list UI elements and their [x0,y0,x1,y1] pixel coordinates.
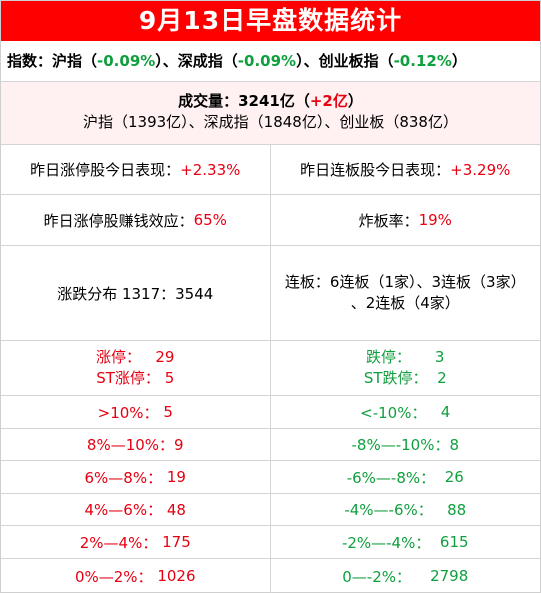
range-up: 4%—6%： 48 [1,494,271,525]
range-up-label: 4%—6%： [84,501,163,519]
limit-down-cell: 跌停： 3 ST跌停： 2 [271,341,541,395]
range-up: 2%—4%： 175 [1,526,271,558]
range-down: -2%—-4%： 615 [271,526,541,558]
st-limit-down: ST跌停： 2 [364,368,447,389]
range-up: 8%—10%： 9 [1,429,271,460]
range-down: <-10%： 4 [271,396,541,428]
range-down-value: 88 [447,500,467,519]
range-down: -8%—-10%： 8 [271,429,541,460]
range-up-label: 6%—8%： [84,468,163,487]
range-down-value: 2798 [430,567,469,585]
limit-up: 涨停： 29 [96,347,174,368]
range-row: 4%—6%： 48 -4%—-6%： 88 [1,494,540,526]
limit-up-label: 涨停： [96,348,142,366]
limit-down-value: 3 [434,348,445,366]
range-up-label: >10%： [97,403,159,422]
zt-performance-value: +2.33% [180,160,241,179]
lianban: 连板：6连板（1家）、3连板（3家） 、2连板（4家） [271,246,541,340]
limit-down-label: 跌停： [366,348,412,366]
range-up-value: 48 [166,500,186,519]
st-limit-up-label: ST涨停： [96,369,160,387]
range-up-value: 9 [174,435,184,454]
st-limit-down-label: ST跌停： [363,369,428,387]
performance-row: 昨日涨停股今日表现： +2.33% 昨日连板股今日表现： +3.29% [1,145,540,195]
zb-rate: 炸板率： 19% [271,195,541,245]
volume-total: 成交量：3241亿（+2亿） [1,82,540,111]
range-down-label: -4%—-6%： [344,501,433,519]
range-up-label: 0%—2%： [74,567,153,586]
range-up: >10%： 5 [1,396,271,428]
range-up: 6%—8%： 19 [1,461,271,493]
st-limit-down-value: 2 [437,369,447,387]
range-row: 8%—10%： 9 -8%—-10%： 8 [1,429,540,461]
index-prefix: 指数：沪指（ [7,52,98,70]
distribution-row: 涨跌分布 1317：3544 连板：6连板（1家）、3连板（3家） 、2连板（4… [1,246,540,341]
range-row: 2%—4%： 175 -2%—-4%： 615 [1,526,540,559]
money-row: 昨日涨停股赚钱效应： 65% 炸板率： 19% [1,195,540,246]
range-down: -6%—-8%： 26 [271,461,541,493]
range-up-label: 8%—10%： [86,436,175,454]
volume-close: ） [347,92,363,110]
zt-money-value: 65% [193,211,227,229]
range-down-value: 26 [444,468,464,486]
range-down-value: 4 [440,403,451,421]
range-down-label: -8%—-10%： [351,436,450,454]
zt-performance-label: 昨日涨停股今日表现： [30,161,181,179]
lb-performance: 昨日连板股今日表现： +3.29% [271,145,541,194]
range-down-label: -2%—-4%： [341,533,431,552]
range-up-value: 19 [166,468,186,486]
range-down: 0—-2%： 2798 [271,559,541,593]
range-up-value: 175 [162,533,191,551]
zt-money-effect: 昨日涨停股赚钱效应： 65% [1,195,271,245]
st-limit-up-value: 5 [164,369,175,387]
range-down-value: 615 [439,533,469,551]
volume-row: 成交量：3241亿（+2亿） 沪指（1393亿）、深成指（1848亿）、创业板（… [1,82,540,145]
sh-index-change: -0.09% [97,52,156,70]
index-mid1: ）、深成指（ [155,52,238,70]
range-down-label: <-10%： [360,403,427,422]
range-row: 0%—2%： 1026 0—-2%： 2798 [1,559,540,593]
zt-money-label: 昨日涨停股赚钱效应： [43,211,194,230]
range-row: >10%： 5 <-10%： 4 [1,396,540,429]
zt-performance: 昨日涨停股今日表现： +2.33% [1,145,271,194]
sz-index-change: -0.09% [237,52,297,70]
limit-row: 涨停： 29 ST涨停： 5 跌停： 3 ST跌停： 2 [1,341,540,396]
index-mid2: ）、创业板指（ [296,52,394,70]
cy-index-change: -0.12% [393,52,452,70]
range-up-value: 5 [163,403,173,421]
zb-rate-value: 19% [418,211,452,229]
st-limit-up: ST涨停： 5 [96,368,174,389]
lianban-line2: 、2连板（4家） [350,294,460,312]
range-up-label: 2%—4%： [79,533,158,552]
range-down-label: 0—-2%： [342,567,411,586]
range-up-value: 1026 [157,567,196,585]
limit-down: 跌停： 3 [366,347,444,368]
range-up: 0%—2%： 1026 [1,559,271,593]
page-title: 9月13日早盘数据统计 [1,1,540,41]
range-down-value: 8 [449,435,459,454]
distribution: 涨跌分布 1317：3544 [1,246,271,340]
volume-label: 成交量：3241亿（ [178,92,310,110]
zb-rate-label: 炸板率： [358,211,419,230]
limit-up-value: 29 [155,348,175,366]
lb-performance-value: +3.29% [450,160,511,179]
lianban-line1: 连板：6连板（1家）、3连板（3家） [284,273,526,291]
range-down: -4%—-6%： 88 [271,494,541,525]
index-suffix: ） [451,52,467,70]
lb-performance-label: 昨日连板股今日表现： [300,161,451,179]
limit-up-cell: 涨停： 29 ST涨停： 5 [1,341,271,395]
volume-change: +2亿 [309,92,348,110]
volume-breakdown: 沪指（1393亿）、深成指（1848亿）、创业板（838亿） [83,113,458,131]
range-row: 6%—8%： 19 -6%—-8%： 26 [1,461,540,494]
index-row: 指数：沪指（-0.09%）、深成指（-0.09%）、创业板指（-0.12%） [1,41,540,82]
range-down-label: -6%—-8%： [346,468,436,487]
